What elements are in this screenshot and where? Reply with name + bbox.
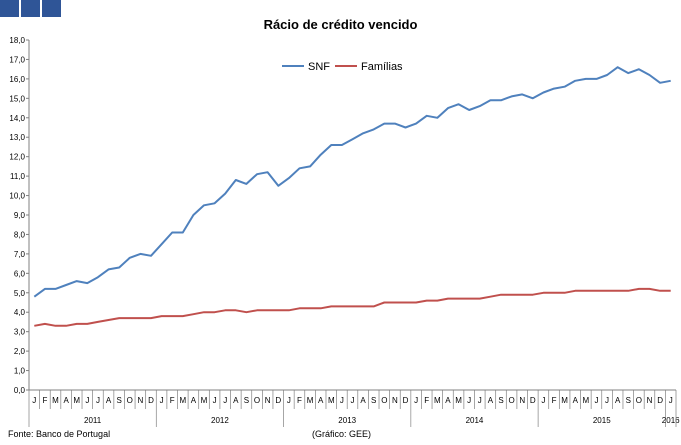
x-month-label: S xyxy=(626,396,631,405)
x-month-label: M xyxy=(583,396,590,405)
x-month-label: D xyxy=(275,396,281,405)
x-month-label: S xyxy=(244,396,249,405)
x-month-label: N xyxy=(392,396,398,405)
y-tick-label: 4,0 xyxy=(14,308,26,317)
x-month-label: J xyxy=(96,396,100,405)
x-month-label: J xyxy=(605,396,609,405)
y-tick-label: 5,0 xyxy=(14,289,26,298)
y-tick-label: 15,0 xyxy=(9,94,25,103)
x-month-label: J xyxy=(85,396,89,405)
y-tick-label: 13,0 xyxy=(9,133,25,142)
x-month-label: J xyxy=(351,396,355,405)
y-tick-label: 18,0 xyxy=(9,36,25,45)
x-month-label: A xyxy=(445,396,451,405)
x-month-label: J xyxy=(541,396,545,405)
x-month-label: A xyxy=(360,396,366,405)
x-month-label: J xyxy=(287,396,291,405)
x-month-label: N xyxy=(647,396,653,405)
x-year-label: 2012 xyxy=(211,416,229,425)
y-tick-label: 7,0 xyxy=(14,250,26,259)
x-year-label: 2011 xyxy=(84,416,102,425)
x-month-label: A xyxy=(63,396,69,405)
y-tick-label: 17,0 xyxy=(9,55,25,64)
x-month-label: D xyxy=(657,396,663,405)
y-tick-label: 1,0 xyxy=(14,367,26,376)
x-month-label: J xyxy=(467,396,471,405)
x-month-label: J xyxy=(594,396,598,405)
x-month-label: F xyxy=(297,396,302,405)
x-month-label: O xyxy=(381,396,387,405)
x-month-label: F xyxy=(170,396,175,405)
x-month-label: J xyxy=(340,396,344,405)
x-month-label: D xyxy=(530,396,536,405)
source-note: Fonte: Banco de Portugal xyxy=(8,429,111,439)
y-tick-label: 2,0 xyxy=(14,347,26,356)
x-month-label: D xyxy=(148,396,154,405)
x-month-label: A xyxy=(191,396,197,405)
x-month-label: D xyxy=(403,396,409,405)
x-month-label: M xyxy=(434,396,441,405)
x-month-label: J xyxy=(213,396,217,405)
x-month-label: A xyxy=(573,396,579,405)
x-month-label: N xyxy=(137,396,143,405)
y-tick-label: 10,0 xyxy=(9,192,25,201)
series-line-snf xyxy=(33,66,671,298)
y-tick-label: 16,0 xyxy=(9,75,25,84)
series-line-familias xyxy=(34,287,671,327)
x-month-label: J xyxy=(223,396,227,405)
x-month-label: M xyxy=(73,396,80,405)
x-month-label: S xyxy=(371,396,376,405)
x-month-label: M xyxy=(307,396,314,405)
x-month-label: O xyxy=(127,396,133,405)
x-month-label: F xyxy=(42,396,47,405)
x-month-label: J xyxy=(669,396,673,405)
brand-squares xyxy=(0,0,61,17)
x-month-label: S xyxy=(498,396,503,405)
x-month-label: N xyxy=(265,396,271,405)
x-month-label: J xyxy=(160,396,164,405)
x-month-label: J xyxy=(414,396,418,405)
x-year-label: 2015 xyxy=(593,416,611,425)
x-year-label: 2013 xyxy=(338,416,356,425)
x-month-label: A xyxy=(615,396,621,405)
x-month-label: N xyxy=(519,396,525,405)
y-tick-label: 8,0 xyxy=(14,230,26,239)
legend-label-snf: SNF xyxy=(308,61,330,73)
brand-square-1 xyxy=(0,0,19,17)
x-month-label: O xyxy=(254,396,260,405)
x-month-label: J xyxy=(478,396,482,405)
x-month-label: A xyxy=(233,396,239,405)
y-tick-label: 12,0 xyxy=(9,153,25,162)
brand-square-2 xyxy=(21,0,40,17)
credit-note: (Gráfico: GEE) xyxy=(312,429,372,439)
x-month-label: J xyxy=(32,396,36,405)
chart-title: Rácio de crédito vencido xyxy=(263,17,418,32)
x-month-label: O xyxy=(508,396,514,405)
x-year-label: 2014 xyxy=(466,416,484,425)
x-month-label: S xyxy=(116,396,121,405)
x-month-label: A xyxy=(488,396,494,405)
y-tick-label: 0,0 xyxy=(14,386,26,395)
y-tick-label: 14,0 xyxy=(9,114,25,123)
x-month-label: M xyxy=(52,396,59,405)
legend-label-familias: Famílias xyxy=(361,61,403,73)
x-month-label: M xyxy=(561,396,568,405)
x-month-label: M xyxy=(179,396,186,405)
x-year-label: 2016 xyxy=(662,416,680,425)
y-tick-label: 9,0 xyxy=(14,211,26,220)
x-month-label: M xyxy=(455,396,462,405)
x-month-label: A xyxy=(106,396,112,405)
x-month-label: M xyxy=(328,396,335,405)
x-month-label: O xyxy=(636,396,642,405)
y-tick-label: 3,0 xyxy=(14,328,26,337)
y-tick-label: 11,0 xyxy=(10,172,26,181)
x-month-label: M xyxy=(201,396,208,405)
brand-square-3 xyxy=(42,0,61,17)
x-month-label: A xyxy=(318,396,324,405)
x-month-label: F xyxy=(424,396,429,405)
x-month-label: F xyxy=(552,396,557,405)
y-tick-label: 6,0 xyxy=(14,269,26,278)
